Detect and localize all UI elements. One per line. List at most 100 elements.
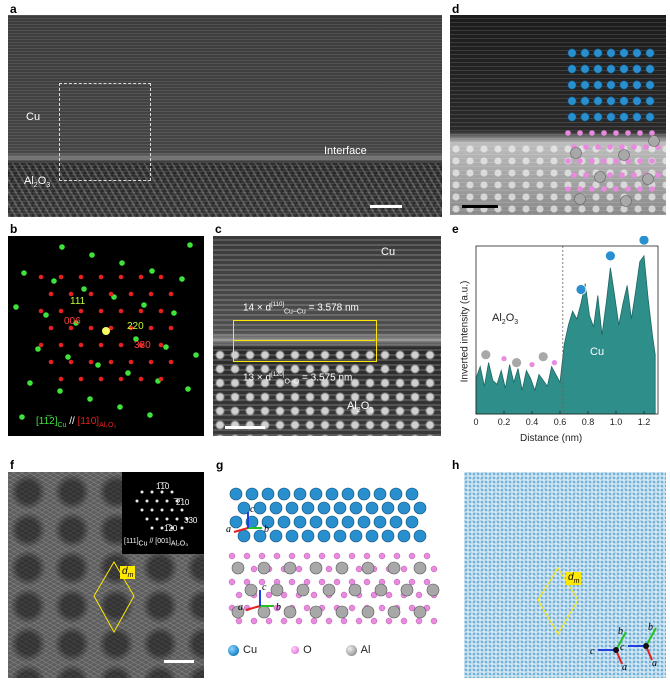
al-atom — [257, 561, 271, 575]
o-atom — [228, 552, 236, 560]
cu-spot — [89, 252, 95, 258]
o-atom — [295, 565, 303, 573]
cu-atom — [341, 487, 355, 501]
al-atom — [283, 561, 297, 575]
atom-marker — [528, 361, 536, 368]
al2o3-spot — [138, 342, 144, 348]
cu-atom — [606, 48, 616, 58]
cu-spot — [95, 362, 101, 368]
al2o3-spot — [158, 342, 164, 348]
cu-atom — [619, 48, 629, 58]
al2o3-spot — [128, 325, 134, 331]
al2o3-spot — [78, 274, 84, 280]
cu-atom — [357, 515, 371, 529]
panel-label-e: e — [452, 222, 459, 236]
al2o3-spot — [158, 376, 164, 382]
fft-spot — [155, 499, 159, 503]
axis-origin — [643, 643, 649, 649]
o-atom — [565, 158, 571, 164]
moire-period-label: dm — [566, 572, 582, 585]
axis-label: b — [618, 626, 623, 637]
axis-label: b — [648, 622, 653, 633]
cu-spot — [193, 352, 199, 358]
al-atom — [570, 147, 582, 159]
cu-spot — [147, 412, 153, 418]
cu-atom — [632, 64, 642, 74]
cu-spot — [57, 388, 63, 394]
al2o3-spot — [128, 359, 134, 365]
al-atom — [642, 173, 654, 185]
zone-axis-caption: [11̅2]Cu // [110]Al₂O₃ — [36, 416, 117, 429]
o-atom — [370, 617, 378, 625]
o-atom — [370, 591, 378, 599]
al2o3-spot — [78, 308, 84, 314]
axis-a — [233, 527, 249, 533]
o-atom — [228, 578, 236, 586]
cu-spot — [59, 244, 65, 250]
al-atom — [400, 583, 414, 597]
cu-atom — [413, 529, 427, 543]
cu-spot — [87, 396, 93, 402]
spot-label: 006 — [64, 316, 81, 327]
al2o3-spot — [148, 359, 154, 365]
cu-spot — [81, 286, 87, 292]
fft-label: 330 — [184, 516, 198, 525]
cu-spot — [125, 370, 131, 376]
fft-spot — [180, 508, 184, 512]
o-atom — [280, 591, 288, 599]
cu-spot — [187, 242, 193, 248]
o-atom — [619, 172, 625, 178]
fft-spot — [145, 517, 149, 521]
cu-atom — [333, 529, 347, 543]
cu-atom — [229, 487, 243, 501]
legend-item-cu: Cu — [228, 644, 257, 656]
al-atom — [231, 605, 245, 619]
al2o3-spot — [138, 376, 144, 382]
o-atom — [601, 186, 607, 192]
o-atom — [408, 604, 416, 612]
al2o3-spot — [158, 274, 164, 280]
x-tick-label: 1.2 — [638, 417, 651, 427]
fft-spot — [170, 490, 174, 494]
al2o3-spot — [128, 291, 134, 297]
fft-spot — [165, 517, 169, 521]
al-atom — [387, 561, 401, 575]
al2o3-label: Al2O3 — [492, 312, 519, 327]
cu-atom — [237, 501, 251, 515]
o-atom — [430, 617, 438, 625]
al2o3-spot — [88, 325, 94, 331]
cu-atom — [593, 80, 603, 90]
cu-spot — [73, 320, 79, 326]
al-atom — [348, 583, 362, 597]
atom-marker — [604, 250, 616, 262]
fft-label: 1̅20 — [164, 524, 178, 533]
o-atom — [565, 186, 571, 192]
o-atom — [355, 565, 363, 573]
interface-label: Interface — [324, 145, 367, 157]
cu-spot — [19, 414, 25, 420]
o-atom — [595, 144, 601, 150]
element-legend: Cu O Al — [228, 644, 370, 656]
cu-atom — [365, 501, 379, 515]
o-atom — [631, 172, 637, 178]
panel-e-chart: 0 0.2 0.4 0.6 0.8 1.0 1.2 Inverted intensity (… — [450, 236, 666, 446]
cu-atom — [580, 48, 590, 58]
cu-spot — [133, 336, 139, 342]
roi-box — [59, 83, 151, 181]
o-atom — [385, 617, 393, 625]
o-atom — [243, 578, 251, 586]
o-atom — [333, 552, 341, 560]
cu-spot — [35, 346, 41, 352]
o-atom — [303, 552, 311, 560]
fft-inset: 1̅1̅0 ̅2̅10 330 1̅20 [111]Cu // [001]Al₂… — [122, 472, 204, 554]
spot-label: 220 — [127, 321, 144, 332]
fft-spot — [160, 508, 164, 512]
o-atom — [243, 552, 251, 560]
al2o3-spot — [108, 325, 114, 331]
cu-atom — [567, 96, 577, 106]
cu-atom — [245, 487, 259, 501]
cu-atom — [309, 515, 323, 529]
cu-atom — [261, 515, 275, 529]
al2o3-spot — [168, 325, 174, 331]
